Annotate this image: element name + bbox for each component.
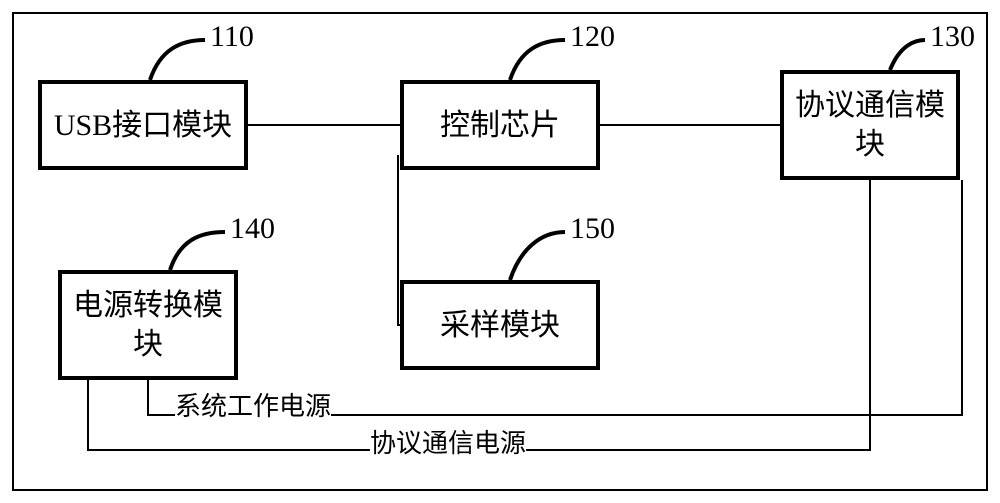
block-usb-label: USB接口模块 (54, 106, 232, 145)
block-power-label: 电源转换模块 (68, 286, 228, 364)
ref-140: 140 (230, 212, 275, 246)
block-protocol-comm: 协议通信模块 (780, 70, 960, 180)
ref-130: 130 (930, 20, 975, 54)
callout-power (170, 232, 225, 270)
callout-control (510, 40, 565, 80)
ref-120: 120 (570, 20, 615, 54)
block-control-label: 控制芯片 (440, 106, 560, 145)
callout-protocol (890, 40, 925, 70)
block-usb-interface: USB接口模块 (38, 80, 248, 170)
block-control-chip: 控制芯片 (400, 80, 600, 170)
block-sampling: 采样模块 (400, 280, 600, 370)
block-sample-label: 采样模块 (440, 306, 560, 345)
callout-sample (510, 232, 565, 280)
block-protocol-label: 协议通信模块 (790, 86, 950, 164)
callout-usb (150, 40, 205, 80)
block-power-conversion: 电源转换模块 (58, 270, 238, 380)
block-diagram: USB接口模块 控制芯片 协议通信模块 电源转换模块 采样模块 110 120 … (0, 0, 1000, 503)
label-system-power: 系统工作电源 (175, 386, 331, 423)
label-protocol-power: 协议通信电源 (370, 423, 526, 460)
ref-150: 150 (570, 212, 615, 246)
ref-110: 110 (210, 20, 254, 54)
